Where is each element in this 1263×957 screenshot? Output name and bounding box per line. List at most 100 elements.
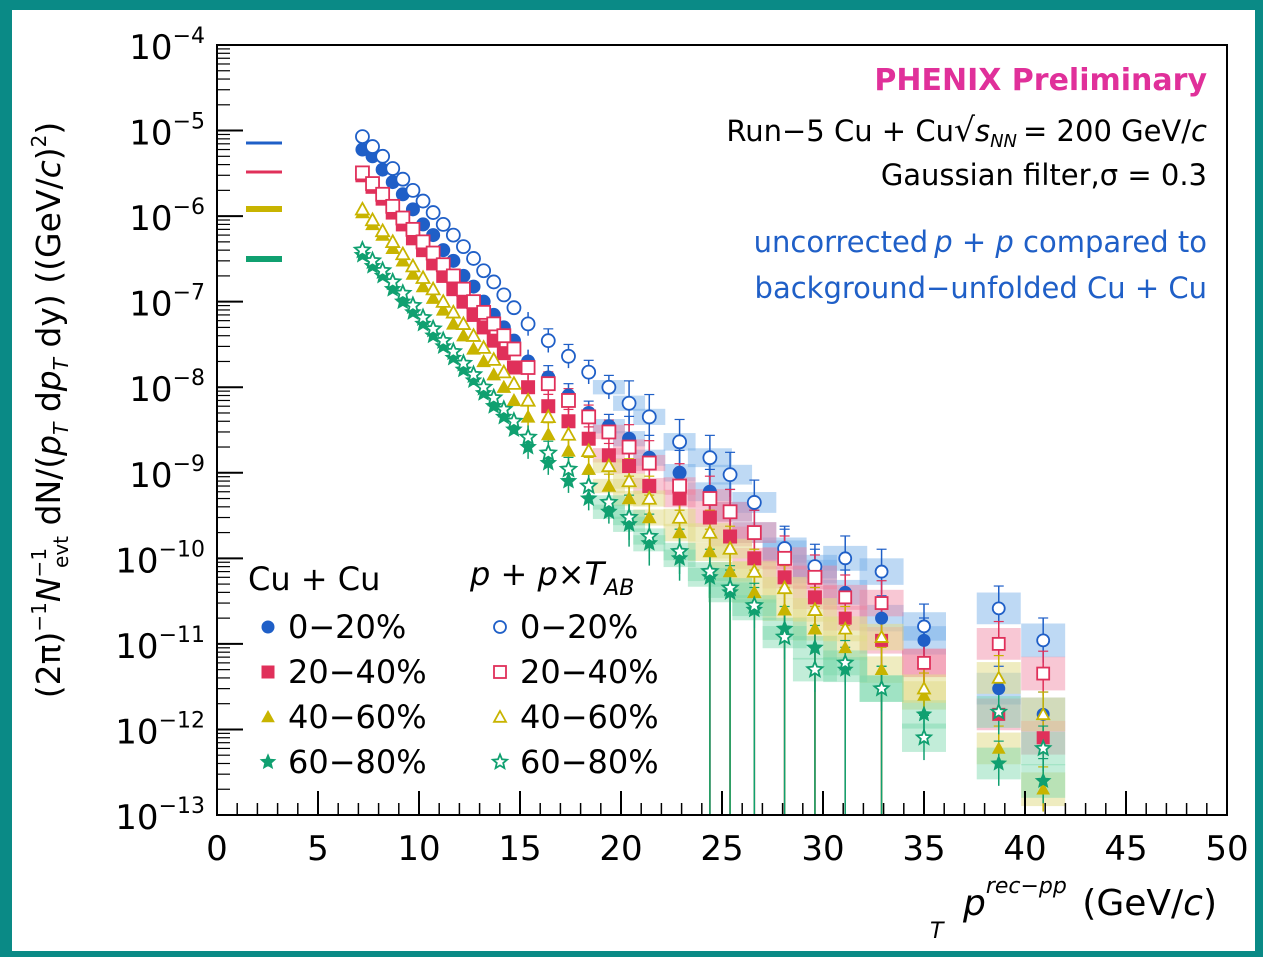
data-point [455, 315, 472, 330]
data-point [475, 339, 492, 354]
data-point [486, 274, 502, 290]
data-point [702, 450, 718, 466]
data-point [838, 590, 853, 605]
data-point [445, 268, 461, 284]
data-point [746, 495, 762, 510]
data-point [917, 688, 931, 701]
data-point [561, 414, 576, 429]
data-point [504, 410, 524, 430]
note-line-2: background−unfolded Cu + Cu [755, 271, 1207, 305]
data-point [385, 161, 401, 176]
data-point [917, 619, 931, 634]
data-point [476, 263, 492, 279]
legend-marker-cucu [261, 665, 275, 679]
y-tick-label: 10−6 [129, 195, 205, 239]
data-point [540, 376, 556, 392]
data-point [874, 596, 889, 610]
legend-label-pp: 20−40% [520, 653, 659, 691]
tick-labels: 0 5 10 15 20 25 30 35 40 45 50 10−13 10−12 10−11 10−10… [115, 24, 1248, 869]
data-point [722, 564, 738, 578]
legend-label-cucu: 40−60% [288, 698, 427, 736]
legend-label-pp: 60−80% [520, 743, 659, 781]
legend-marker-pp [490, 752, 510, 770]
y-tick-label: 10−12 [115, 708, 205, 752]
data-point [395, 253, 411, 267]
legend-cucu-header: Cu + Cu [248, 560, 380, 598]
data-point [520, 360, 536, 375]
y-axis-label-group: (2π)−1N−1evt dN/(pT dpT dy) ((GeV/c)2) [27, 122, 73, 698]
data-point [476, 304, 492, 320]
data-point [641, 409, 657, 425]
data-point [445, 304, 462, 319]
data-point [701, 567, 719, 585]
data-point [872, 678, 891, 697]
data-point [413, 307, 433, 326]
data-point [744, 595, 765, 615]
y-tick-label: 10−10 [115, 537, 205, 581]
data-point [374, 222, 391, 238]
data-point [621, 439, 637, 455]
data-point [722, 540, 739, 555]
legend-marker-cucu [261, 620, 275, 634]
data-point [423, 318, 443, 338]
systematic-bands [592, 380, 1066, 807]
data-point [874, 564, 889, 579]
data-point [991, 636, 1006, 651]
data-point [560, 426, 577, 441]
data-point [354, 200, 371, 216]
plot-canvas: 0 5 10 15 20 25 30 35 40 45 50 10−13 10−12 10−11 10−10… [12, 10, 1255, 951]
data-point [561, 393, 576, 408]
data-point [483, 387, 504, 407]
data-point [722, 504, 738, 520]
data-point [415, 279, 431, 293]
data-point [991, 741, 1006, 754]
data-point [558, 458, 579, 478]
data-point [777, 550, 793, 566]
data-point [540, 333, 556, 349]
data-point [672, 491, 687, 506]
data-point [601, 424, 617, 440]
data-point [465, 327, 482, 342]
data-point [505, 420, 523, 438]
data-point [493, 399, 514, 418]
data-point [456, 281, 471, 297]
axis-ticks [216, 44, 1228, 816]
data-point [991, 670, 1007, 684]
data-point [581, 409, 597, 425]
data-point [415, 193, 431, 209]
data-point [520, 392, 537, 407]
y-axis-label: (2π)−1N−1evt dN/(pT dpT dy) ((GeV/c)2) [27, 122, 73, 698]
data-point [425, 245, 441, 261]
data-point [365, 176, 380, 191]
data-point [1033, 738, 1053, 757]
data-point [505, 375, 522, 390]
data-point [620, 514, 638, 532]
data-point [364, 211, 381, 227]
data-point [473, 376, 494, 396]
data-point [875, 611, 889, 625]
data-point [495, 363, 512, 379]
data-point [382, 271, 403, 291]
data-point [580, 442, 597, 458]
data-point [435, 302, 451, 316]
data-point [916, 680, 932, 695]
data-point [540, 426, 556, 441]
y-tick-label: 10−11 [115, 623, 205, 667]
data-point [496, 287, 512, 303]
data-point [991, 601, 1006, 616]
data-point [355, 129, 370, 144]
data-point [485, 351, 502, 366]
data-point [559, 471, 578, 489]
data-point [720, 577, 740, 597]
data-point [672, 478, 687, 494]
data-point [453, 353, 474, 372]
y-tick-label: 10−13 [115, 794, 205, 838]
data-point [641, 509, 657, 524]
data-point [722, 467, 738, 483]
data-point [619, 507, 639, 526]
data-point [702, 491, 718, 506]
x-tick-label: 40 [1003, 829, 1046, 869]
data-point [838, 640, 853, 654]
data-point [394, 245, 411, 261]
x-tick-label: 0 [206, 829, 228, 869]
